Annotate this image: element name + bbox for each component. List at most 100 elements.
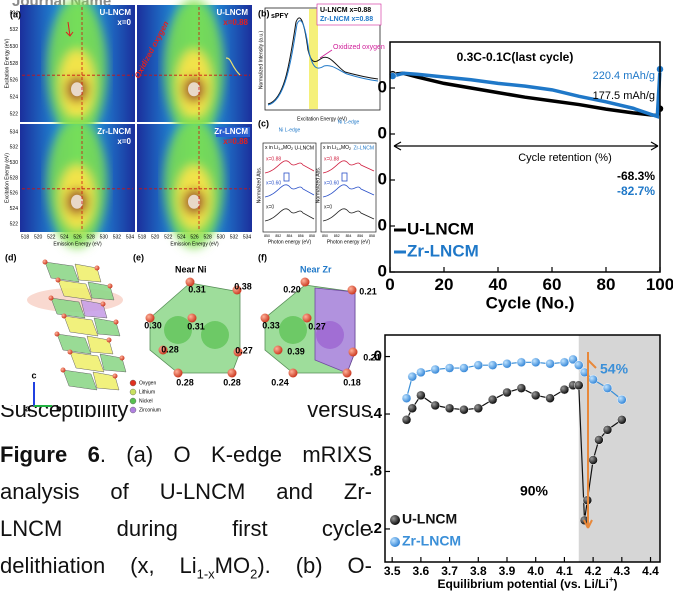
oxygen-atom [347,285,357,295]
y-tick-label: 526 [10,78,19,84]
x-axis-label: Excitation Energy (eV) [297,116,347,122]
bond-value: 0.33 [262,320,280,330]
text-run: 2 [349,147,351,151]
oxygen-atom [232,285,242,295]
axis-name: a [25,403,31,413]
y-tick-label: .4 [369,405,382,422]
journal-name: Journal Name [12,0,111,10]
level-label: x=0.88 [266,156,281,162]
atom [107,283,113,289]
caption-line: analysis of U-LNCM and Zr- [0,473,372,510]
metal-atom [201,321,229,349]
text-run: x in Li [323,145,336,151]
caption-text: MO [214,553,251,578]
x-tick-label: 520 [151,234,160,240]
x-tick-label: 524 [60,234,69,240]
data-point [388,72,397,80]
octahedron [44,261,80,283]
x-tick-label: 528 [86,234,95,240]
caption-text: Figure 6 [0,442,100,467]
y-axis-label: Normalized Abs. [315,167,321,203]
oxygen-atom [185,277,195,287]
y-axis-label: Excitation Energy (eV) [4,38,10,88]
legend-label: U-LNCM [402,511,457,527]
legend-dot [129,388,137,396]
x-tick-label: 522 [164,234,173,240]
bond-value: 0.30 [144,320,162,330]
map-plume [164,118,224,249]
legend-dot [129,406,137,414]
annotation-arrow [319,49,333,59]
panel-label: (f) [258,252,267,262]
x-tick-label: 4.1 [556,564,573,578]
spectrum-curve [267,20,379,106]
x-axis-label: Photon energy (eV) [327,239,371,245]
caption-line: Susceptibility versus [0,405,372,423]
x-tick-label: 524 [177,234,186,240]
text-run: 1-x [278,147,283,151]
atom [113,319,119,325]
bond-value: 0.28 [161,344,179,354]
plot-frame [384,334,661,563]
metal-atom [279,316,307,344]
data-point [502,387,512,398]
oxygen-atom [145,313,155,323]
x-tick-label: 3.9 [499,564,516,578]
x-tick-label: 4.0 [527,564,544,578]
data-point [416,390,426,401]
y-axis-label: Normalized Intensity (a.u.) [258,30,264,89]
atom [55,277,61,283]
panel-a: U-LNCMx=0534532530528526524522Excitation… [4,0,252,249]
data-point [487,360,498,370]
spectrum-curve [264,160,315,174]
bond-value: 0.21 [363,352,381,362]
legend-label: Zirconium [139,407,161,413]
y-tick-label: 0 [378,261,387,280]
x-tick-label: 3.7 [441,564,458,578]
y-tick-label: 0 [378,169,387,188]
text-run: ) [614,577,618,591]
panel-b: sPFY U-LNCM x=0.88 Zr-LNCM x=0.88 Oxidiz… [258,3,385,122]
bond-value: 0.18 [343,377,361,387]
annotation: 220.4 mAh/g [593,70,655,82]
data-point [594,435,604,445]
level-label: x=0.60 [266,180,281,186]
oxygen-atom [158,345,168,355]
legend-dot [129,397,137,405]
panel-title: Near Ni [175,264,207,274]
bond-value: 0.38 [234,281,252,291]
octahedron [80,299,108,319]
x-tick-label: 530 [100,234,109,240]
level-label: x=0 [266,204,274,210]
oxygen-atom [273,345,283,355]
data-point [444,403,455,414]
x-tick-label: 852 [275,234,281,238]
oxygen-atom [187,313,197,323]
x-definition: x in Li1-xMO2 [265,145,293,151]
x-tick-label: 850 [264,234,270,238]
bond-value: 0.24 [271,377,289,387]
y-axis-label: Excitation Energy (eV) [4,153,10,203]
annotation: -82.7% [617,184,655,198]
legend-label: U-LNCM [407,219,474,238]
x-tick-label: 852 [334,234,340,238]
caption-line: LNCM during first cycle [0,510,372,547]
map-plume [47,118,107,249]
atom [106,337,112,343]
x-tick-label: 60 [543,275,562,294]
panel-title: Near Zr [300,264,332,274]
y-tick-label: 532 [10,145,19,151]
text-run: + [609,575,614,584]
plot-frame [262,142,317,233]
series-line [392,69,662,119]
y-tick-label: 532 [10,27,19,33]
atom [60,367,66,373]
bond-value: 0.20 [283,284,301,294]
panel-label: (d) [5,252,17,262]
data-point [617,394,627,405]
octahedron [56,333,92,355]
oxygen-atom [288,368,298,378]
